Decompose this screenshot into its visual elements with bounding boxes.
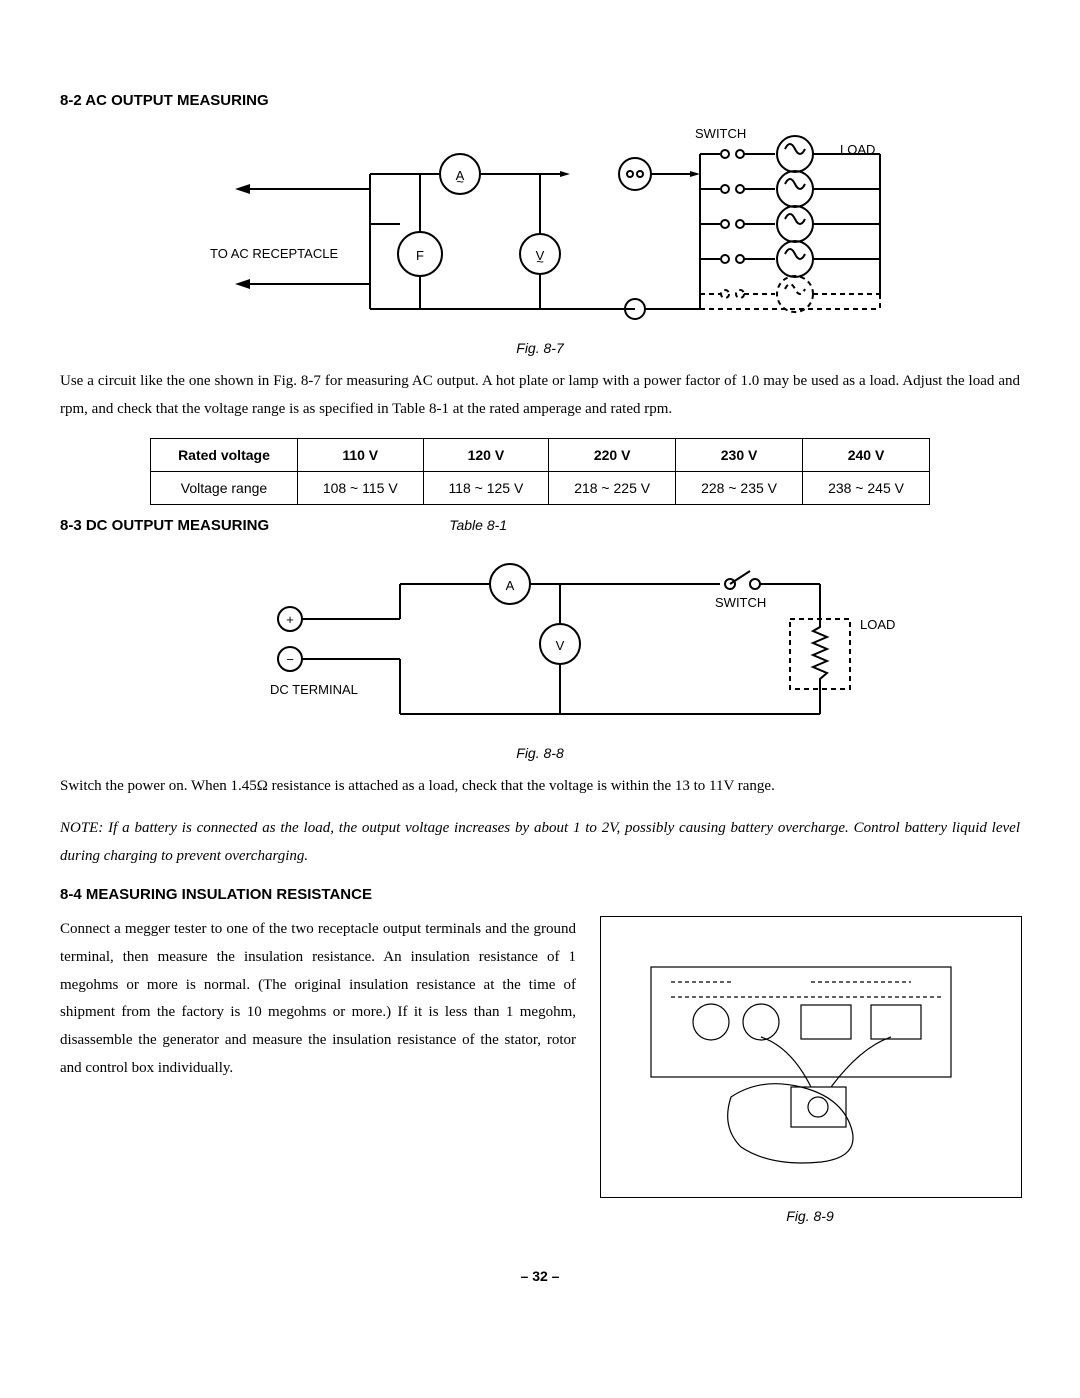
table-row-label: Voltage range — [151, 471, 298, 504]
fig-8-7-caption: Fig. 8-7 — [60, 338, 1020, 358]
note-8-3: NOTE: If a battery is connected as the l… — [60, 815, 1020, 871]
receptacle-label: TO AC RECEPTACLE — [210, 246, 338, 261]
switch-label: SWITCH — [695, 126, 746, 141]
figure-8-9 — [600, 916, 1022, 1198]
table-cell: 108 ~ 115 V — [297, 471, 423, 504]
section-heading-8-4: 8-4 MEASURING INSULATION RESISTANCE — [60, 884, 1020, 906]
load-label-dc: LOAD — [860, 617, 895, 632]
fig-8-8-caption: Fig. 8-8 — [60, 743, 1020, 763]
table-header: 120 V — [423, 438, 549, 471]
fig-8-9-caption: Fig. 8-9 — [600, 1206, 1020, 1226]
page-number: – 32 – — [60, 1266, 1020, 1286]
table-8-1-caption: Table 8-1 — [449, 515, 507, 535]
table-cell: 118 ~ 125 V — [423, 471, 549, 504]
table-header: 240 V — [803, 438, 930, 471]
table-8-1: Rated voltage 110 V 120 V 220 V 230 V 24… — [150, 438, 930, 506]
table-header: 230 V — [676, 438, 803, 471]
table-header: 220 V — [549, 438, 676, 471]
para-8-3: Switch the power on. When 1.45Ω resistan… — [60, 773, 1020, 801]
figure-8-8: + − DC TERMINAL A SWITCH V — [60, 559, 1020, 763]
voltmeter-label-dc: V — [556, 638, 565, 653]
plus-label: + — [286, 612, 294, 627]
ammeter-label-dc: A — [506, 578, 515, 593]
dc-terminal-label: DC TERMINAL — [270, 682, 358, 697]
table-cell: 238 ~ 245 V — [803, 471, 930, 504]
table-row-label: Rated voltage — [151, 438, 298, 471]
section-heading-8-2: 8-2 AC OUTPUT MEASURING — [60, 90, 1020, 112]
switch-label-dc: SWITCH — [715, 595, 766, 610]
figure-8-7: A ~ TO AC RECEPTACLE F — [60, 124, 1020, 358]
table-header: 110 V — [297, 438, 423, 471]
para-8-2: Use a circuit like the one shown in Fig.… — [60, 368, 1020, 424]
table-cell: 218 ~ 225 V — [549, 471, 676, 504]
minus-label: − — [286, 652, 294, 667]
svg-text:~: ~ — [456, 174, 464, 189]
section-heading-8-3: 8-3 DC OUTPUT MEASURING — [60, 515, 269, 537]
freq-label: F — [416, 248, 424, 263]
table-cell: 228 ~ 235 V — [676, 471, 803, 504]
para-8-4: Connect a megger tester to one of the tw… — [60, 916, 576, 1083]
svg-text:~: ~ — [536, 254, 544, 269]
